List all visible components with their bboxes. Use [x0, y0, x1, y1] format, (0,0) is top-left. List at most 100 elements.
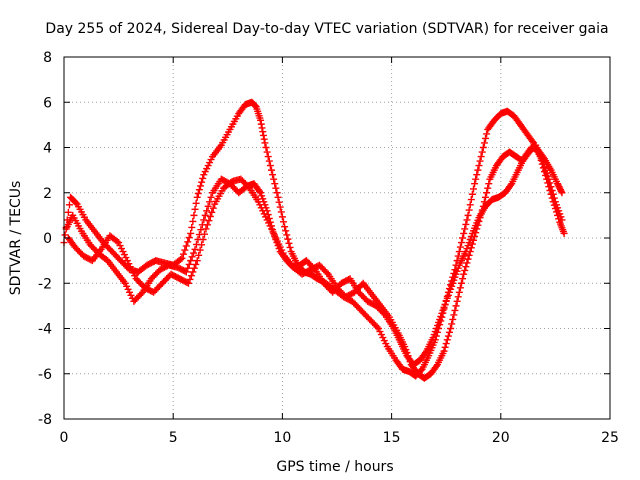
data-point-interp — [468, 240, 476, 248]
data-point-interp — [271, 180, 279, 188]
data-point-interp — [480, 139, 488, 147]
data-point-interp — [459, 275, 467, 283]
data-point-interp — [259, 128, 267, 136]
data-point — [267, 166, 275, 174]
data-point-interp — [206, 213, 214, 221]
data-point-interp — [476, 157, 484, 165]
data-point-interp — [462, 263, 470, 271]
data-point-interp — [187, 257, 195, 265]
data-point-interp — [483, 130, 491, 138]
data-point-interp — [272, 184, 280, 192]
data-point-interp — [192, 199, 200, 207]
data-point — [274, 193, 282, 201]
data-point-interp — [259, 131, 267, 139]
data-point — [464, 211, 472, 219]
data-point-interp — [277, 208, 285, 216]
data-point-interp — [483, 189, 491, 197]
y-tick-label: 8 — [43, 50, 52, 66]
data-point-interp — [205, 217, 213, 225]
x-tick-label: 20 — [492, 430, 510, 446]
data-point-interp — [195, 251, 203, 259]
y-tick-labels: -8 -6 -4 -2 0 2 4 6 8 — [38, 50, 52, 428]
data-point-interp — [185, 234, 193, 242]
data-point — [558, 189, 566, 197]
x-tick-label: 25 — [601, 430, 619, 446]
data-point-interp — [198, 178, 206, 186]
x-tick-labels: 0 5 10 15 20 25 — [60, 430, 619, 446]
data-point-interp — [182, 242, 190, 250]
data-point — [460, 270, 468, 278]
data-point-interp — [207, 193, 215, 201]
data-point-interp — [199, 174, 207, 182]
y-tick-label: -2 — [38, 276, 52, 292]
data-point-interp — [476, 214, 484, 222]
data-point-interp — [197, 182, 204, 190]
data-point-interp — [472, 229, 480, 237]
data-point-interp — [264, 153, 272, 161]
data-point-interp — [190, 249, 198, 257]
data-point-interp — [528, 137, 536, 145]
x-tick-label: 15 — [383, 430, 401, 446]
data-point-interp — [194, 190, 202, 198]
data-point-interp — [471, 232, 479, 240]
data-point — [193, 193, 201, 201]
data-point — [473, 225, 481, 233]
data-point-interp — [64, 208, 72, 216]
data-point-interp — [549, 190, 557, 198]
data-point-interp — [270, 175, 278, 183]
data-point-interp — [470, 236, 477, 244]
y-tick-label: -6 — [38, 367, 52, 383]
data-point-interp — [196, 246, 204, 254]
data-point-interp — [463, 259, 471, 267]
data-point-interp — [203, 207, 211, 215]
data-point-interp — [451, 306, 459, 314]
data-point-interp — [472, 175, 480, 183]
data-point-interp — [188, 223, 196, 231]
data-point — [477, 153, 485, 161]
data-point-interp — [467, 244, 475, 252]
data-point-interp — [269, 171, 277, 179]
data-point-interp — [432, 362, 440, 370]
data-point-interp — [448, 320, 456, 328]
data-point-interp — [192, 260, 200, 268]
data-point-interp — [457, 279, 465, 287]
data-point-interp — [323, 269, 331, 277]
data-point — [479, 202, 487, 210]
data-point-interp — [441, 343, 449, 351]
data-point-interp — [285, 239, 293, 247]
y-tick-label: 6 — [43, 95, 52, 111]
data-point-interp — [113, 237, 121, 245]
data-point-interp — [284, 235, 292, 243]
data-point-interp — [137, 290, 145, 298]
chart-title: Day 255 of 2024, Sidereal Day-to-day VTE… — [45, 21, 608, 37]
y-tick-label: 0 — [43, 231, 52, 247]
data-point-interp — [465, 206, 473, 214]
y-tick-label: 4 — [43, 141, 52, 157]
data-point-interp — [455, 288, 463, 296]
data-point-interp — [482, 134, 490, 142]
data-point-interp — [470, 185, 477, 193]
data-point-interp — [456, 284, 464, 292]
data-point-interp — [442, 340, 450, 348]
series-track-c — [64, 141, 566, 382]
data-point — [184, 279, 192, 287]
data-point — [200, 216, 208, 224]
data-point-interp — [507, 181, 515, 189]
data-point-interp — [188, 253, 196, 261]
data-point-interp — [282, 227, 290, 235]
data-point-interp — [456, 243, 464, 251]
data-point-interp — [190, 264, 198, 272]
data-point-interp — [258, 124, 266, 132]
data-point-interp — [195, 186, 203, 194]
data-point-interp — [184, 238, 192, 246]
data-point — [440, 347, 448, 355]
data-point — [202, 225, 210, 233]
data-point-interp — [477, 210, 485, 218]
y-tick-label: 2 — [43, 186, 52, 202]
data-point-interp — [72, 199, 80, 207]
data-point-interp — [209, 204, 217, 212]
data-point-interp — [251, 101, 259, 109]
data-point-interp — [184, 264, 192, 272]
data-point-interp — [546, 179, 554, 187]
